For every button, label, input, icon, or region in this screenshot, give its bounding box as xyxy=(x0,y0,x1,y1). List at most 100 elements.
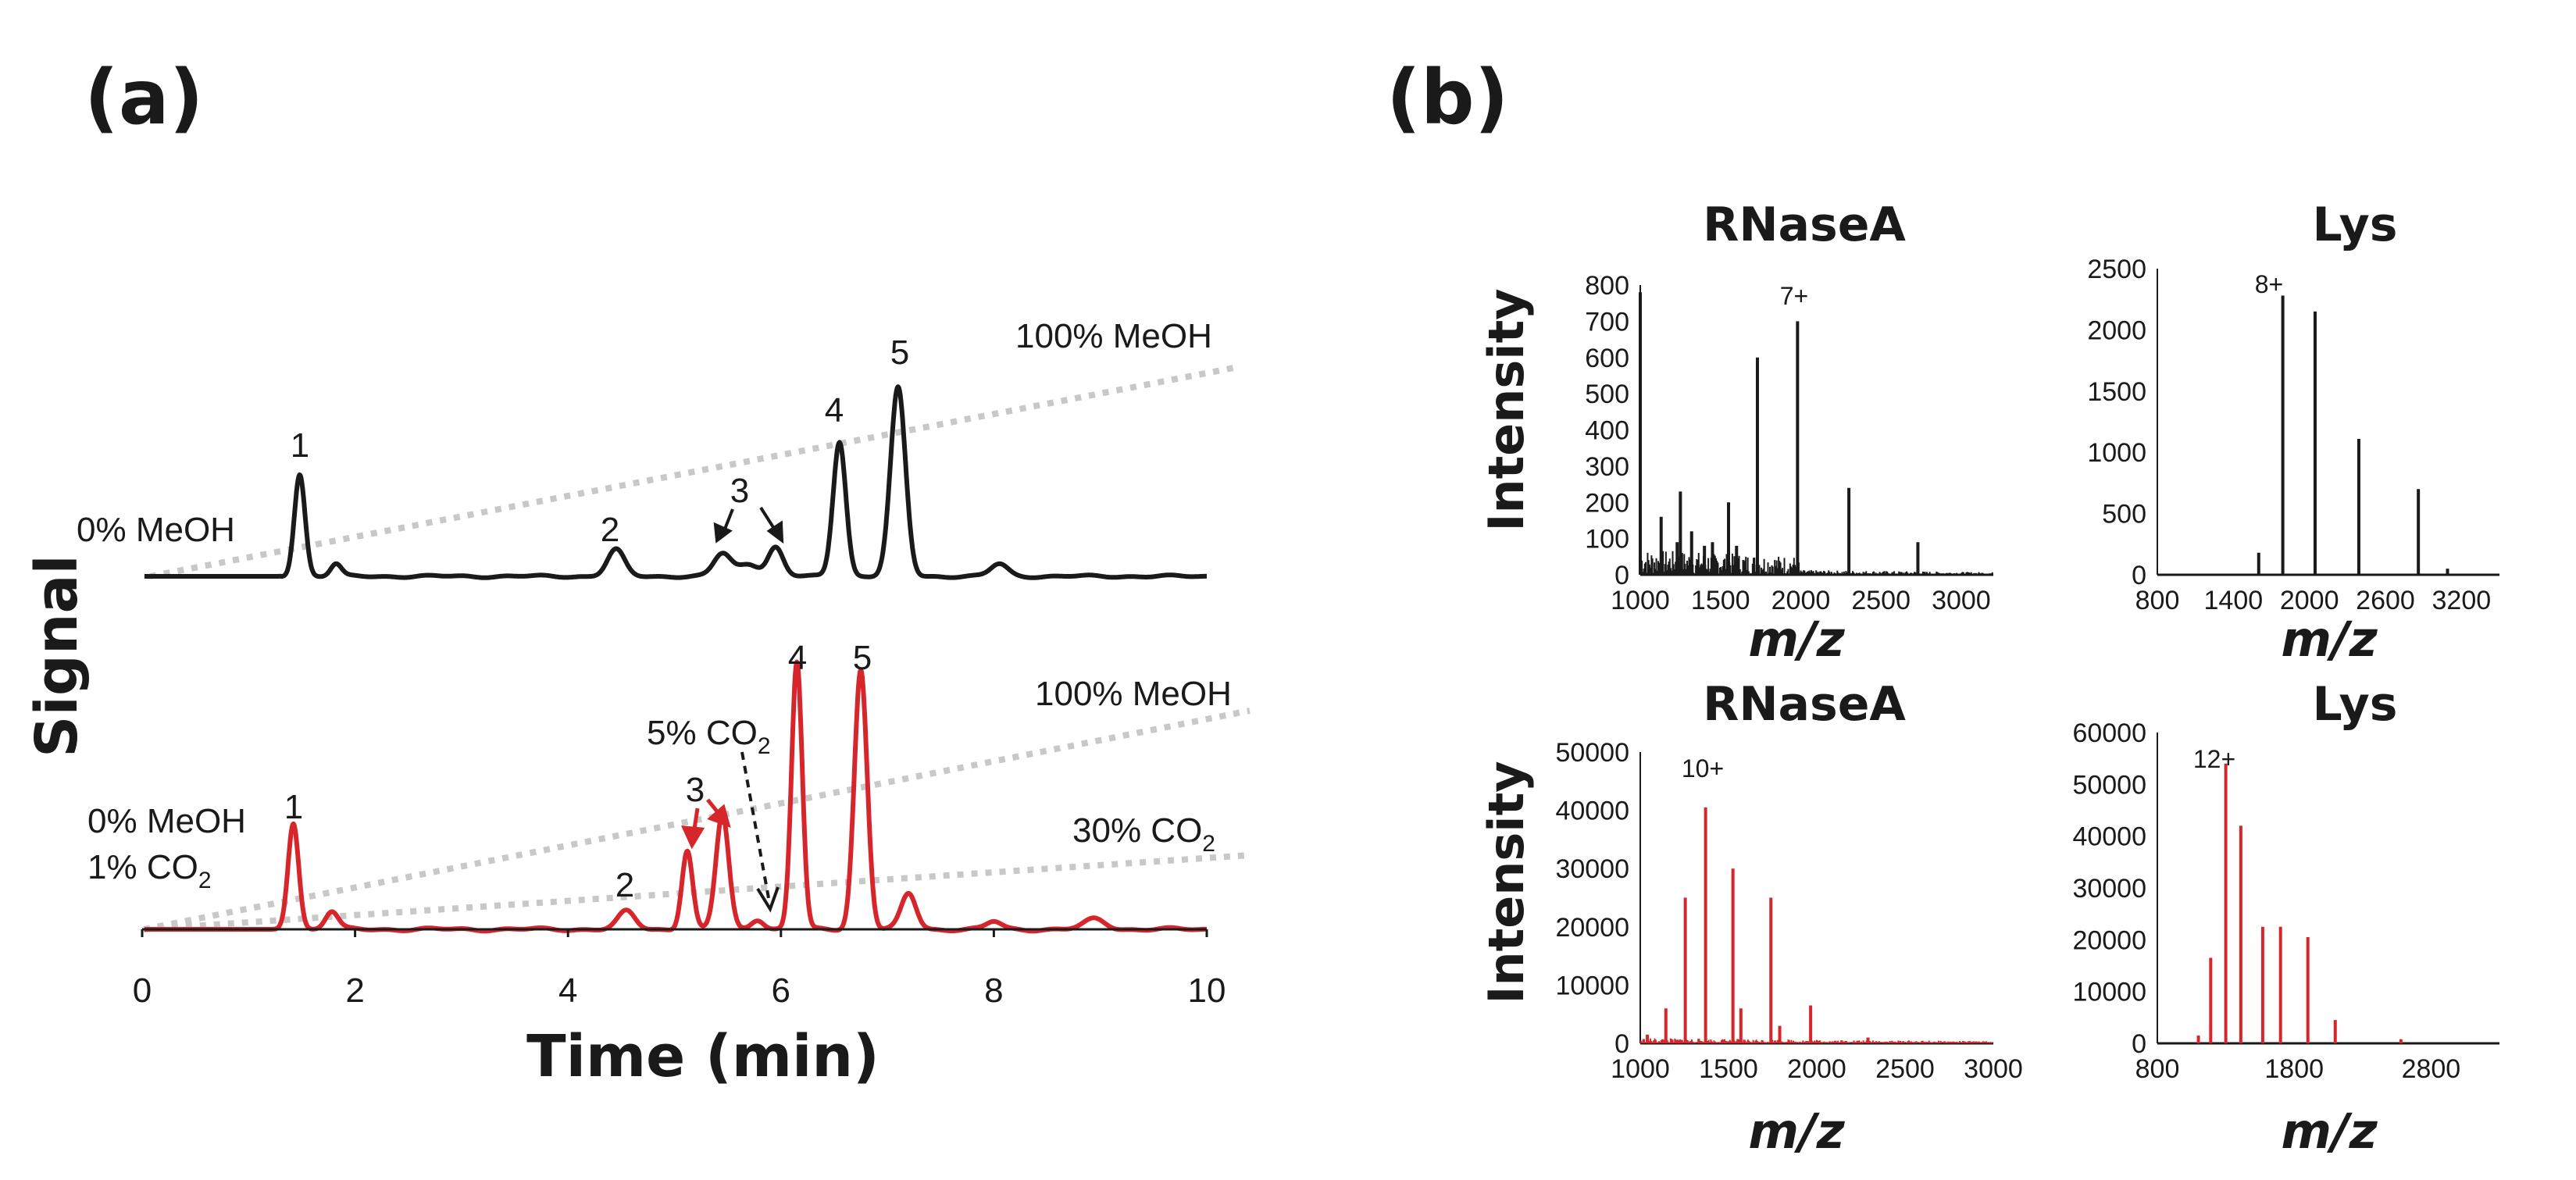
top-peak-label-4: 4 xyxy=(825,391,844,430)
bottom-co2-mark-main: 5% CO xyxy=(647,714,758,752)
y-tick-label: 20000 xyxy=(1555,913,1629,943)
signal-axis-title: Signal xyxy=(23,554,91,758)
intensity-axis-title-bottom: Intensity xyxy=(1478,761,1535,1004)
bottom-peak-label-5: 5 xyxy=(853,639,872,677)
y-tick-label: 200 xyxy=(1585,488,1629,518)
top-chromatogram-trace xyxy=(142,384,1208,580)
y-tick-label: 500 xyxy=(1585,380,1629,409)
x-tick-label: 3200 xyxy=(2432,586,2492,615)
spectrum-rnase-top: RNaseA 0 100 200 300 400 500 600 700 800 1000 1500… xyxy=(1585,198,1993,668)
y-tick-label: 40000 xyxy=(1555,797,1629,826)
x-tick-label: 1000 xyxy=(1611,586,1670,615)
rnase-bottom-charge-label: 10+ xyxy=(1682,754,1724,783)
bottom-co2-mark-label: 5% CO2 xyxy=(647,714,771,759)
bottom-co2-end-sub: 2 xyxy=(1202,831,1215,857)
lys-bottom-charge-label: 12+ xyxy=(2193,745,2235,773)
y-tick-label: 10000 xyxy=(1555,971,1629,1000)
x-tick-label: 8 xyxy=(984,971,1003,1010)
spectrum-lys-bottom: Lys 0 10000 20000 30000 40000 50000 60000 800 18… xyxy=(2072,677,2499,1160)
bottom-peak-label-1: 1 xyxy=(284,788,303,826)
lys-top-title: Lys xyxy=(2313,198,2398,252)
y-tick-label: 30000 xyxy=(2072,874,2146,904)
top-peak-label-3: 3 xyxy=(730,472,749,510)
bottom-peak3-arrows xyxy=(680,798,731,850)
rnase-top-plot: 0 100 200 300 400 500 600 700 800 1000 1500 2000 250… xyxy=(1585,271,1993,615)
x-tick-label: 800 xyxy=(2135,1054,2180,1084)
x-tick-label: 2000 xyxy=(1771,586,1831,615)
rnase-bottom-plot: 0 10000 20000 30000 40000 50000 1000 1500 2000 25… xyxy=(1555,738,2022,1084)
y-tick-label: 50000 xyxy=(1555,738,1629,768)
lys-top-plot: 0 500 1000 1500 2000 2500 800 1400 2000 2600 3200 xyxy=(2087,255,2499,615)
bottom-co2-start-main: 1% CO xyxy=(87,848,198,886)
y-tick-label: 500 xyxy=(2102,500,2146,529)
bottom-gradient-start-line1: 0% MeOH xyxy=(87,802,246,840)
top-peak-label-5: 5 xyxy=(890,333,909,372)
y-tick-label: 400 xyxy=(1585,416,1629,446)
x-tick-label: 2500 xyxy=(1851,586,1911,615)
lys-top-mz-title: m/z xyxy=(2281,611,2378,668)
x-tick-label: 2500 xyxy=(1875,1054,1935,1084)
y-tick-label: 600 xyxy=(1585,344,1629,373)
bottom-co2-end-label: 30% CO2 xyxy=(1072,811,1215,857)
x-tick-label: 2000 xyxy=(1787,1054,1846,1084)
spectrum-rnase-bottom: RNaseA 0 10000 20000 30000 40000 50000 1000 150… xyxy=(1555,677,2022,1160)
rnase-top-title: RNaseA xyxy=(1703,198,1906,252)
rnase-top-mz-title: m/z xyxy=(1748,611,1845,668)
spectrum-lys-top: Lys 0 500 1000 1500 2000 2500 800 1400 2000 2600 3… xyxy=(2087,198,2499,668)
rnase-bottom-mz-title: m/z xyxy=(1748,1103,1845,1160)
lys-bottom-mz-title: m/z xyxy=(2281,1103,2378,1160)
y-tick-label: 2000 xyxy=(2087,315,2146,345)
y-tick-label: 1500 xyxy=(2087,377,2146,407)
rnase-bottom-title: RNaseA xyxy=(1703,677,1906,732)
x-tick-label: 2600 xyxy=(2356,586,2415,615)
bottom-co2-start-sub: 2 xyxy=(198,868,212,893)
x-tick-label: 2 xyxy=(345,971,364,1010)
y-tick-label: 2500 xyxy=(2087,255,2146,284)
lys-top-charge-label: 8+ xyxy=(2255,270,2283,298)
x-tick-label: 800 xyxy=(2135,586,2180,615)
y-tick-label: 0 xyxy=(1614,1029,1629,1059)
bottom-gradient-start-line2: 1% CO2 xyxy=(87,848,212,893)
y-tick-label: 30000 xyxy=(1555,854,1629,884)
x-tick-label: 1400 xyxy=(2204,586,2264,615)
bottom-chromatogram-trace xyxy=(142,659,1208,934)
bottom-peak-label-2: 2 xyxy=(615,866,634,904)
panel-a-label: (a) xyxy=(84,54,204,141)
bottom-co2-end-main: 30% CO xyxy=(1072,811,1202,850)
y-tick-label: 0 xyxy=(2132,1029,2146,1059)
x-tick-label: 4 xyxy=(558,971,577,1010)
y-tick-label: 40000 xyxy=(2072,822,2146,852)
bottom-gradient-end-label: 100% MeOH xyxy=(1035,675,1232,713)
y-tick-label: 700 xyxy=(1585,307,1629,337)
x-tick-label: 1000 xyxy=(1611,1054,1670,1084)
y-tick-label: 0 xyxy=(2132,561,2146,590)
y-tick-label: 100 xyxy=(1585,525,1629,554)
y-tick-label: 800 xyxy=(1585,271,1629,301)
top-peak-label-2: 2 xyxy=(601,511,619,549)
panel-b-label: (b) xyxy=(1386,54,1508,141)
bottom-co2-mark-sub: 2 xyxy=(758,733,771,759)
rnase-top-charge-label: 7+ xyxy=(1780,282,1808,310)
time-axis-title: Time (min) xyxy=(526,1023,879,1090)
y-tick-label: 1000 xyxy=(2087,438,2146,468)
intensity-axis-title-top: Intensity xyxy=(1478,288,1535,531)
panel-a-x-ticks: 0 2 4 6 8 10 xyxy=(133,929,1226,1010)
lys-bottom-plot: 0 10000 20000 30000 40000 50000 60000 800 1800 28… xyxy=(2072,718,2499,1084)
bottom-peak-label-4: 4 xyxy=(788,639,807,677)
x-tick-label: 3000 xyxy=(1964,1054,2023,1084)
x-tick-label: 3000 xyxy=(1932,586,1991,615)
bottom-peak-label-3: 3 xyxy=(686,771,705,809)
y-tick-label: 10000 xyxy=(2072,978,2146,1007)
top-peak3-arrows xyxy=(713,506,784,544)
x-tick-label: 2800 xyxy=(2402,1054,2461,1084)
x-tick-label: 0 xyxy=(133,971,152,1010)
y-tick-label: 300 xyxy=(1585,452,1629,482)
top-meoh-gradient-line xyxy=(149,364,1239,579)
x-tick-label: 1500 xyxy=(1699,1054,1758,1084)
co2-mark-arrow xyxy=(740,751,780,913)
top-peak-label-1: 1 xyxy=(291,426,309,465)
x-tick-label: 1800 xyxy=(2264,1054,2324,1084)
y-tick-label: 50000 xyxy=(2072,770,2146,800)
top-gradient-end-label: 100% MeOH xyxy=(1015,317,1212,355)
